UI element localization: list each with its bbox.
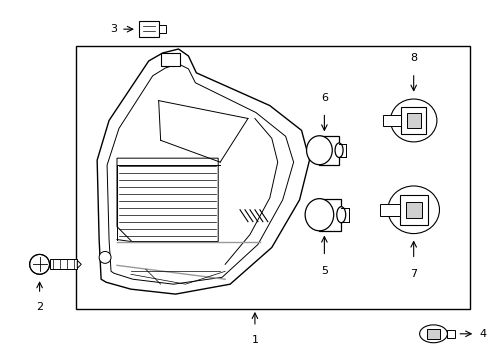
Text: 2: 2 — [36, 302, 43, 312]
Polygon shape — [319, 199, 341, 231]
Ellipse shape — [336, 207, 345, 223]
FancyBboxPatch shape — [139, 21, 158, 37]
FancyBboxPatch shape — [379, 204, 399, 216]
FancyBboxPatch shape — [406, 113, 420, 127]
Polygon shape — [97, 49, 309, 294]
Polygon shape — [107, 64, 293, 284]
Circle shape — [30, 255, 49, 274]
Polygon shape — [49, 260, 77, 269]
Ellipse shape — [334, 143, 343, 157]
FancyBboxPatch shape — [158, 25, 165, 33]
Circle shape — [99, 251, 111, 264]
Text: 8: 8 — [409, 53, 416, 63]
FancyBboxPatch shape — [405, 202, 421, 218]
Polygon shape — [319, 136, 338, 165]
Ellipse shape — [305, 199, 333, 231]
Ellipse shape — [387, 186, 439, 234]
Polygon shape — [77, 260, 81, 268]
Text: 5: 5 — [320, 266, 327, 276]
Polygon shape — [117, 158, 218, 242]
Text: 7: 7 — [409, 269, 416, 279]
Ellipse shape — [389, 99, 436, 142]
Bar — [76, 46, 469, 309]
FancyBboxPatch shape — [447, 330, 454, 338]
FancyBboxPatch shape — [426, 329, 440, 339]
Text: 3: 3 — [110, 24, 117, 34]
Polygon shape — [161, 53, 180, 66]
Text: 4: 4 — [478, 329, 485, 339]
Ellipse shape — [306, 136, 332, 165]
FancyBboxPatch shape — [399, 195, 427, 225]
Text: 6: 6 — [320, 93, 327, 103]
FancyBboxPatch shape — [400, 107, 426, 134]
Ellipse shape — [419, 325, 447, 343]
Text: 1: 1 — [251, 335, 258, 345]
FancyBboxPatch shape — [383, 115, 400, 126]
